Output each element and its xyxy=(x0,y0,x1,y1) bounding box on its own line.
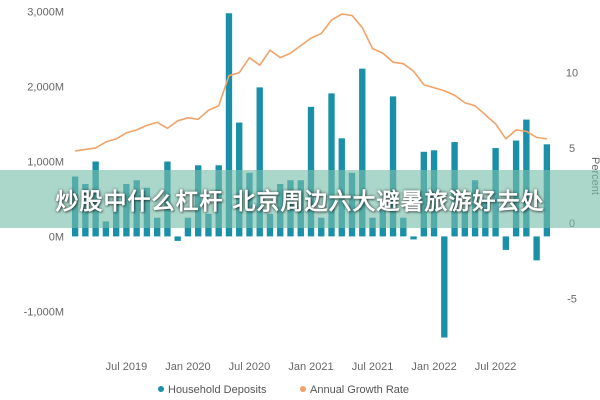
deposit-bar xyxy=(502,236,510,250)
right-axis-tick-label: -5 xyxy=(567,293,577,305)
x-axis-tick-label: Jul 2020 xyxy=(229,361,271,373)
left-axis-tick-label: 0M xyxy=(49,231,64,243)
x-axis-tick-label: Jul 2022 xyxy=(475,361,517,373)
legend-household-deposits-marker xyxy=(158,386,164,392)
overlay-banner: 炒股中什么杠杆 北京周边六大避暑旅游好去处 xyxy=(0,170,600,228)
deposit-bar xyxy=(328,93,335,237)
left-axis-tick-label: -1,000M xyxy=(24,306,64,318)
deposit-bar xyxy=(389,96,397,237)
legend-annual-growth-rate-label: Annual Growth Rate xyxy=(310,384,409,396)
deposit-bar xyxy=(256,87,263,237)
x-axis-tick-label: Jan 2020 xyxy=(165,361,210,373)
deposit-bar xyxy=(174,236,181,241)
left-axis-tick-label: 3,000M xyxy=(27,7,64,19)
overlay-banner-text: 炒股中什么杠杆 北京周边六大避暑旅游好去处 xyxy=(55,189,545,215)
legend-annual-growth-rate-marker xyxy=(300,386,306,392)
x-axis-tick-label: Jul 2021 xyxy=(352,361,394,373)
x-axis-tick-label: Jan 2022 xyxy=(411,361,456,373)
deposit-bar xyxy=(359,68,366,237)
x-axis-tick-label: Jul 2019 xyxy=(106,361,148,373)
growth-rate-line xyxy=(75,13,547,152)
deposit-bar xyxy=(410,236,417,240)
deposit-bar xyxy=(102,221,110,237)
deposit-bar xyxy=(533,236,540,261)
right-axis-tick-label: 5 xyxy=(569,143,575,155)
left-axis-tick-label: 2,000M xyxy=(27,82,64,94)
right-axis-tick-label: 10 xyxy=(566,68,578,80)
legend-household-deposits-label: Household Deposits xyxy=(168,384,267,396)
x-axis-tick-label: Jan 2021 xyxy=(288,361,333,373)
deposit-bar xyxy=(441,236,448,338)
deposit-bar xyxy=(225,13,233,237)
left-axis-tick-label: 1,000M xyxy=(27,157,64,169)
